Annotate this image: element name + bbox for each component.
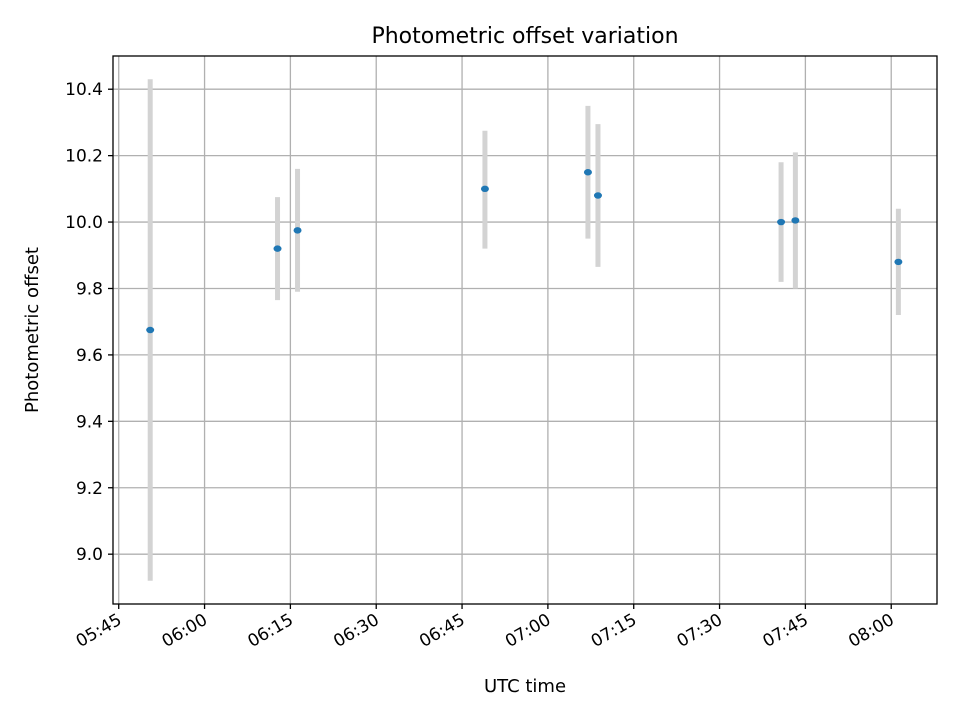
data-point	[894, 258, 903, 266]
x-tick-label: 07:15	[588, 610, 640, 652]
y-tick-label: 9.2	[76, 479, 103, 499]
y-tick-label: 9.6	[76, 346, 103, 366]
x-tick-label: 06:30	[330, 610, 382, 652]
data-point	[146, 326, 155, 334]
x-tick-label: 06:15	[244, 610, 296, 652]
data-point	[593, 192, 602, 199]
x-tick-label: 08:00	[845, 610, 897, 652]
x-axis-ticks: 05:45 06:00 06:15 06:30 06:45 07:00 07:15 07:30…	[73, 604, 898, 652]
y-tick-label: 9.8	[76, 279, 103, 299]
x-tick-label: 07:00	[502, 610, 554, 652]
chart-title: Photometric offset variation	[371, 24, 678, 49]
data-point	[273, 245, 282, 252]
data-points	[146, 169, 903, 334]
x-tick-label: 06:45	[416, 610, 468, 652]
x-tick-label: 07:45	[759, 610, 811, 652]
data-point	[777, 218, 786, 226]
error-bars	[147, 79, 901, 581]
y-axis-label: Photometric offset	[22, 247, 43, 413]
data-point	[293, 227, 302, 234]
data-point	[583, 169, 592, 176]
y-tick-label: 9.4	[76, 412, 103, 432]
data-point	[480, 185, 489, 193]
plot-frame	[112, 55, 938, 605]
y-axis-ticks: 9.0 9.2 9.4 9.6 9.8 10.0 10.2 10.4	[65, 80, 113, 565]
x-axis-label: UTC time	[484, 676, 566, 697]
x-tick-label: 07:30	[674, 610, 726, 652]
x-tick-label: 05:45	[73, 610, 125, 652]
grid	[113, 56, 937, 604]
y-tick-label: 10.4	[65, 80, 103, 100]
y-tick-label: 10.0	[65, 213, 103, 233]
y-tick-label: 10.2	[65, 147, 103, 167]
y-tick-label: 9.0	[76, 545, 103, 565]
data-point	[791, 217, 800, 224]
x-tick-label: 06:00	[159, 610, 211, 652]
